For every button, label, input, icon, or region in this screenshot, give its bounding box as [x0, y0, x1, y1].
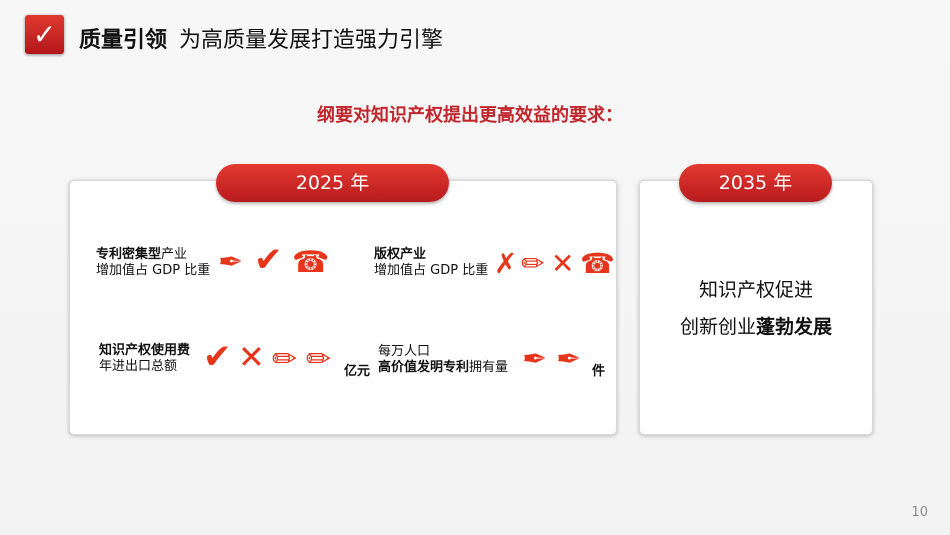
item-copyright: 版权产业 增加值占 GDP 比重: [374, 247, 488, 279]
telephone-icon: ☎: [580, 247, 615, 280]
item-patent-intensive: 专利密集型产业 增加值占 GDP 比重: [96, 247, 210, 279]
item-sublabel: 增加值占 GDP 比重: [374, 263, 489, 278]
item-label-bold: 知识产权使用费: [99, 343, 191, 358]
item-sublabel: 拥有量: [469, 360, 509, 375]
item-label: 产业: [161, 247, 188, 262]
unit-yiyuan: 亿元: [344, 364, 371, 379]
page-title: 质量引领 为高质量发展打造强力引擎: [79, 26, 443, 56]
title-rest: 为高质量发展打造强力引擎: [179, 28, 444, 53]
card-2035: [639, 180, 873, 435]
unit-jian: 件: [592, 364, 606, 379]
item-label-bold: 版权产业: [374, 247, 427, 262]
goal-line-2: 创新创业蓬勃发展: [640, 309, 872, 346]
title-bold: 质量引领: [79, 28, 168, 53]
item-label-bold: 专利密集型: [96, 247, 162, 262]
item-sublabel: 增加值占 GDP 比重: [96, 263, 211, 278]
item-ip-royalties: 知识产权使用费 年进出口总额: [99, 343, 190, 375]
checkmark-icon: ✔: [254, 240, 283, 280]
goal-bold: 蓬勃发展: [756, 316, 833, 338]
x-icon: ✕: [551, 247, 575, 280]
pen-nib-icon: ✒: [218, 245, 244, 280]
checkmark-icon: ✓: [25, 15, 64, 54]
page-number: 10: [911, 505, 928, 520]
goal-line-1: 知识产权促进: [698, 279, 813, 301]
pencil-icon: ✏: [521, 247, 545, 280]
x-mark-icon: ✗: [494, 247, 518, 280]
pen-nib-filled-icon: ✒: [556, 342, 582, 377]
label-2035: 2035 年: [679, 164, 832, 202]
subheading: 纲要对知识产权提出更高效益的要求：: [317, 105, 623, 126]
pencil-icon: ✏: [272, 342, 298, 377]
checkmark-icon: ✔: [203, 337, 232, 377]
item-high-value-patents: 每万人口 高价值发明专利拥有量: [378, 344, 508, 376]
goal-plain: 创新创业: [679, 316, 756, 338]
pen-nib-icon: ✒: [522, 342, 548, 377]
item-label: 每万人口: [378, 344, 431, 359]
x-icon: ✕: [238, 338, 265, 376]
label-2025: 2025 年: [216, 164, 449, 202]
telephone-icon: ☎: [292, 245, 330, 280]
card-2025: [69, 180, 617, 435]
pencil-icon: ✏: [306, 342, 332, 377]
item-sublabel: 年进出口总额: [99, 359, 178, 374]
item-label-bold: 高价值发明专利: [378, 360, 470, 375]
